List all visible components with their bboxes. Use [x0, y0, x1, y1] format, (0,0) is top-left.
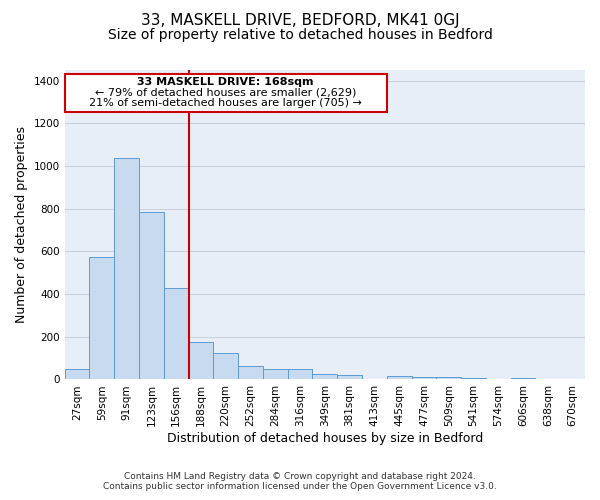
Bar — [214, 353, 238, 380]
Bar — [511, 378, 535, 380]
Text: 33, MASKELL DRIVE, BEDFORD, MK41 0GJ: 33, MASKELL DRIVE, BEDFORD, MK41 0GJ — [140, 12, 460, 28]
Bar — [238, 366, 263, 380]
Text: 33 MASKELL DRIVE: 168sqm: 33 MASKELL DRIVE: 168sqm — [137, 78, 314, 88]
Bar — [313, 374, 337, 380]
X-axis label: Distribution of detached houses by size in Bedford: Distribution of detached houses by size … — [167, 432, 483, 445]
Text: Size of property relative to detached houses in Bedford: Size of property relative to detached ho… — [107, 28, 493, 42]
Y-axis label: Number of detached properties: Number of detached properties — [15, 126, 28, 323]
Bar — [139, 212, 164, 380]
Bar — [461, 378, 486, 380]
Bar — [65, 74, 387, 112]
Bar — [412, 378, 436, 380]
Bar — [436, 378, 461, 380]
Text: ← 79% of detached houses are smaller (2,629): ← 79% of detached houses are smaller (2,… — [95, 88, 356, 98]
Bar — [89, 256, 114, 380]
Text: Contains HM Land Registry data © Crown copyright and database right 2024.: Contains HM Land Registry data © Crown c… — [124, 472, 476, 481]
Bar — [164, 288, 188, 380]
Bar — [65, 369, 89, 380]
Bar — [263, 369, 287, 380]
Text: Contains public sector information licensed under the Open Government Licence v3: Contains public sector information licen… — [103, 482, 497, 491]
Bar — [287, 369, 313, 380]
Text: 21% of semi-detached houses are larger (705) →: 21% of semi-detached houses are larger (… — [89, 98, 362, 108]
Bar — [387, 376, 412, 380]
Bar — [114, 158, 139, 380]
Bar — [188, 342, 214, 380]
Bar — [337, 375, 362, 380]
